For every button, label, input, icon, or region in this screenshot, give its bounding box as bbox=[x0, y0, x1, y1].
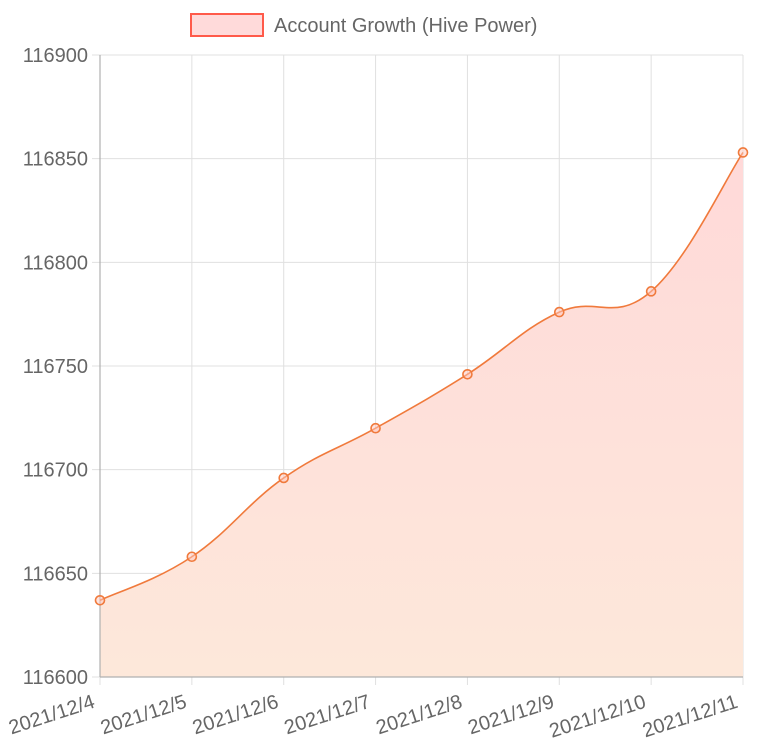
y-tick-label: 116900 bbox=[23, 45, 88, 67]
data-point bbox=[645, 286, 657, 297]
x-tick-label: 2021/12/11 bbox=[640, 691, 741, 742]
chart-legend[interactable]: Account Growth (Hive Power) bbox=[190, 13, 537, 37]
axes bbox=[99, 55, 743, 678]
x-tick-label: 2021/12/6 bbox=[190, 691, 281, 739]
data-point bbox=[94, 594, 106, 606]
y-tick-label: 116750 bbox=[23, 356, 88, 378]
series-points bbox=[94, 147, 749, 606]
y-tick-label: 116600 bbox=[23, 667, 88, 689]
data-point bbox=[186, 551, 198, 563]
data-point bbox=[462, 368, 473, 380]
x-tick-label: 2021/12/8 bbox=[374, 691, 465, 739]
y-tick-label: 116700 bbox=[23, 460, 88, 482]
x-tick-label: 2021/12/4 bbox=[6, 691, 97, 739]
x-tick-label: 2021/12/9 bbox=[465, 691, 556, 739]
x-axis-tick-labels: 2021/12/4 2021/12/5 2021/12/6 2021/12/7 2021… bbox=[6, 691, 740, 743]
series-area bbox=[100, 152, 743, 678]
data-point bbox=[278, 472, 290, 484]
x-tick-label: 2021/12/5 bbox=[98, 691, 189, 739]
legend-label: Account Growth (Hive Power) bbox=[274, 15, 537, 37]
area-fill bbox=[100, 152, 743, 678]
y-tick-label: 116850 bbox=[23, 149, 88, 171]
data-point bbox=[370, 422, 381, 434]
y-axis-tick-labels: 116600 116650 116700 116750 116800 116850 1169… bbox=[23, 45, 88, 689]
y-tick-label: 116650 bbox=[23, 563, 88, 585]
y-tick-label: 116800 bbox=[23, 252, 88, 274]
data-point bbox=[737, 147, 749, 158]
data-point bbox=[553, 306, 565, 318]
legend-swatch bbox=[190, 13, 264, 37]
x-tick-label: 2021/12/10 bbox=[547, 691, 649, 743]
x-tick-label: 2021/12/7 bbox=[282, 691, 373, 739]
